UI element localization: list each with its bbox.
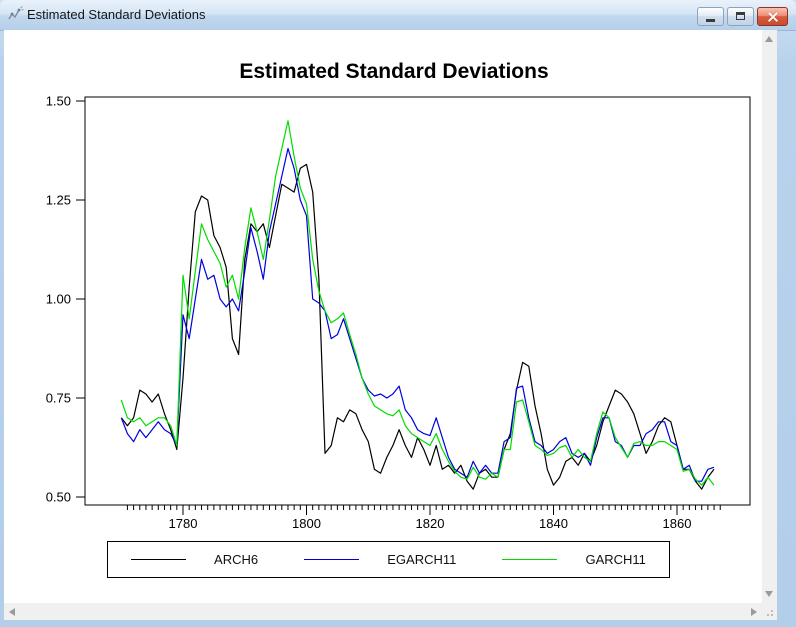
restore-button[interactable] [727, 7, 754, 26]
scroll-up-icon[interactable] [765, 36, 773, 42]
window-title: Estimated Standard Deviations [27, 7, 206, 22]
legend-line-sample-arch6 [131, 559, 187, 560]
chart-title: Estimated Standard Deviations [239, 60, 549, 83]
close-button[interactable] [757, 7, 788, 26]
legend-entry-egarch11: EGARCH11 [304, 552, 456, 567]
resize-grip[interactable] [762, 603, 777, 620]
titlebar[interactable]: Estimated Standard Deviations [0, 0, 796, 31]
minimize-button[interactable] [697, 7, 724, 26]
chart-area: Estimated Standard Deviations 1.50 1.25 1.… [4, 30, 762, 603]
horizontal-scrollbar[interactable] [4, 603, 762, 620]
graph-icon [7, 6, 24, 23]
svg-text:0.75: 0.75 [46, 391, 71, 406]
line-chart: 1.50 1.25 1.00 0.75 0.50 1780 1800 1820 1840 1860 [46, 94, 751, 531]
scroll-left-icon[interactable] [9, 607, 15, 616]
scroll-down-icon[interactable] [765, 591, 773, 597]
legend-label-arch6: ARCH6 [214, 552, 259, 567]
scroll-right-icon[interactable] [751, 607, 757, 616]
svg-text:1820: 1820 [416, 516, 445, 531]
window-controls [697, 7, 788, 26]
svg-text:1840: 1840 [539, 516, 568, 531]
svg-text:1800: 1800 [292, 516, 321, 531]
svg-text:1.25: 1.25 [46, 193, 71, 208]
minimize-icon [706, 19, 715, 22]
vertical-scrollbar[interactable] [762, 30, 777, 603]
legend-line-sample-egarch11 [304, 559, 360, 560]
legend-entry-garch11: GARCH11 [502, 552, 646, 567]
svg-text:1.00: 1.00 [46, 292, 71, 307]
svg-text:1.50: 1.50 [46, 94, 71, 109]
svg-text:1780: 1780 [169, 516, 198, 531]
legend-line-sample-garch11 [502, 559, 558, 560]
legend-entry-arch6: ARCH6 [131, 552, 258, 567]
svg-text:1860: 1860 [663, 516, 692, 531]
restore-icon [736, 12, 745, 20]
chart-legend: ARCH6 EGARCH11 GARCH11 [107, 541, 670, 578]
legend-label-garch11: GARCH11 [585, 552, 646, 567]
window-content: Estimated Standard Deviations 1.50 1.25 1.… [4, 30, 777, 620]
legend-label-egarch11: EGARCH11 [387, 552, 457, 567]
svg-text:0.50: 0.50 [46, 490, 71, 505]
